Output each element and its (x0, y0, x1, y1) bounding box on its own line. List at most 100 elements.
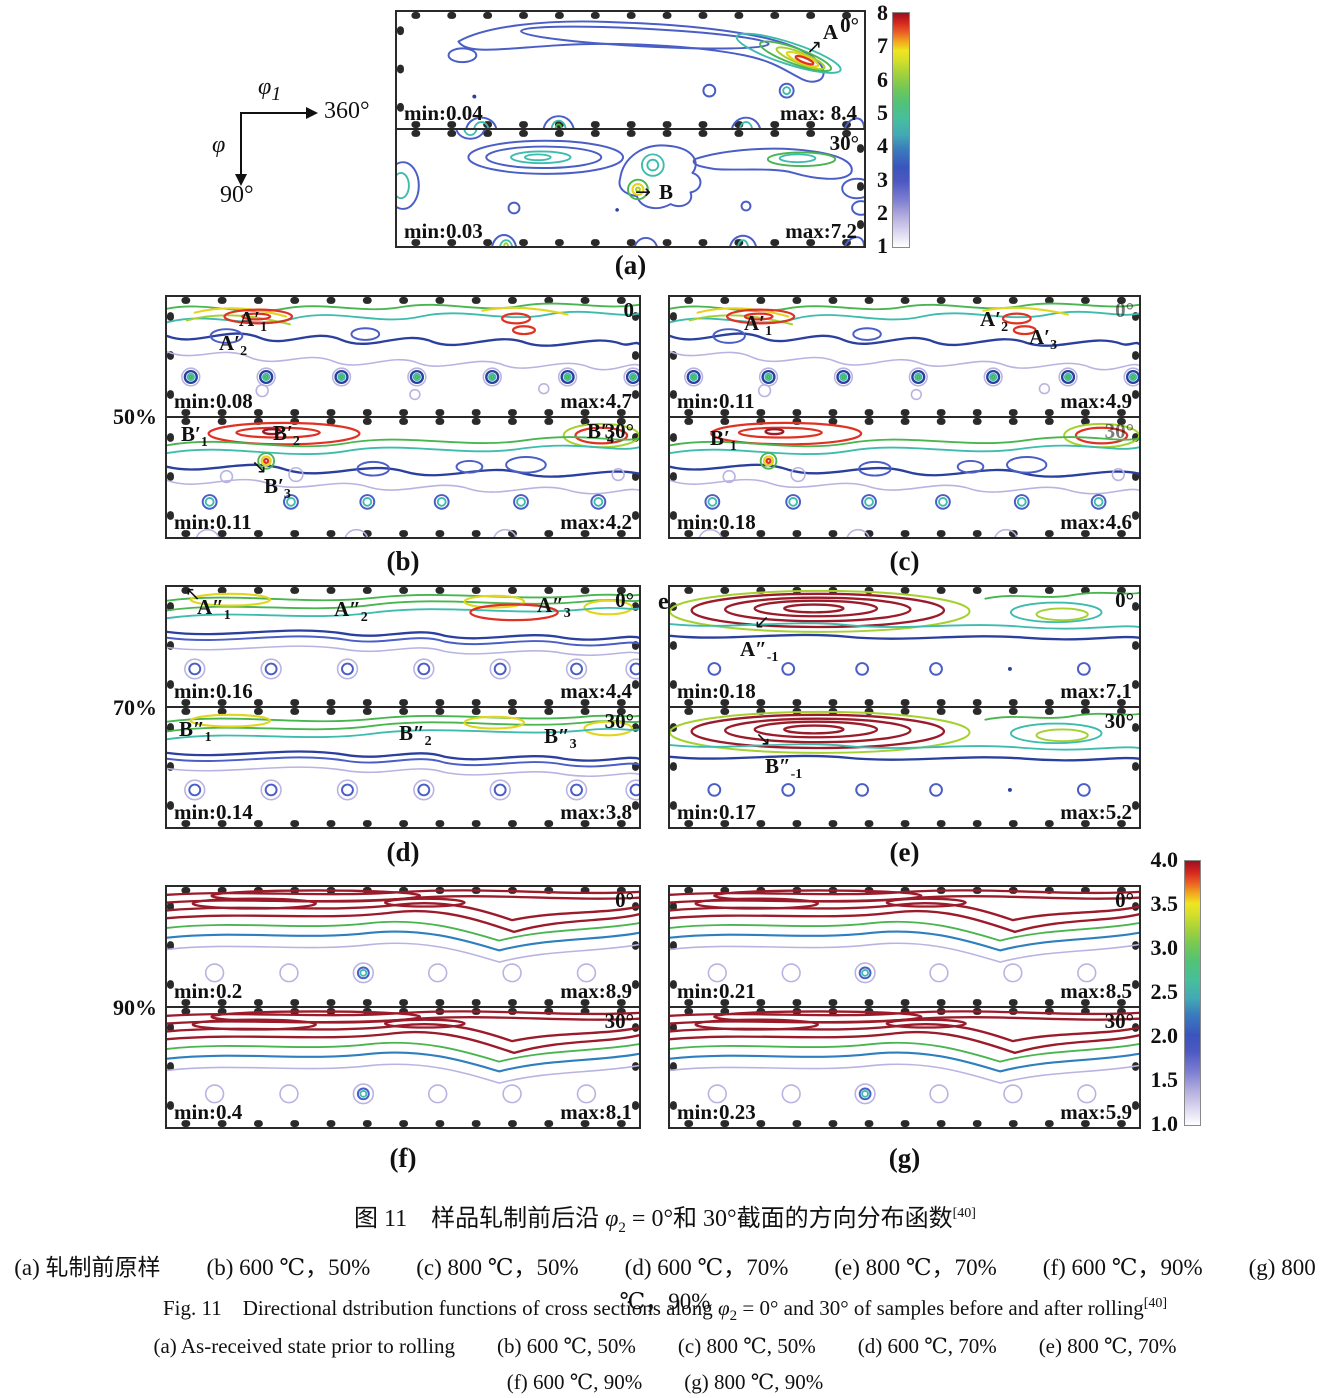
angle-label: 0° (615, 888, 634, 912)
max-label: max:8.9 (560, 979, 632, 1003)
min-label: min:0.18 (677, 679, 756, 703)
peak-label: B′4 (587, 419, 614, 448)
colorbar-tick: 3.5 (1150, 891, 1179, 916)
panel-g-30deg: 30° min:0.23 max:5.9 (670, 1008, 1139, 1127)
caption-en-items-1: (a) As-received state prior to rolling (… (153, 1334, 1177, 1358)
angle-label: 30° (604, 709, 634, 733)
panel-f-0deg: 0° min:0.2 max:8.9 (167, 887, 639, 1008)
annotation-arrow: → (635, 181, 651, 203)
row-label-90: 90% (113, 995, 157, 1020)
colorbar-bottom: 4.0 3.5 3.0 2.5 2.0 1.5 1.0 (1142, 849, 1201, 1135)
peak-label: B″2 (399, 721, 432, 750)
max-label: max:4.9 (1060, 389, 1132, 413)
colorbar-tick: 8 (877, 0, 888, 25)
peak-label: A′3 (1029, 325, 1058, 354)
panel-caption-f: (f) (389, 1143, 417, 1173)
angle-label: 0 (623, 298, 635, 322)
caption-zh-title: 图 11 样品轧制前后沿 φ2 = 0°和 30°截面的方向分布函数[40] (354, 1206, 976, 1236)
caption-zh-items: (a) 轧制前原样 (b) 600 ℃，50% (c) 800 ℃，50% (d… (14, 1255, 1316, 1314)
max-label: max:4.4 (560, 679, 632, 703)
colorbar-tick: 3 (877, 167, 888, 192)
phi-axis-arrowhead (235, 174, 247, 186)
phi1-axis-arrowhead (306, 107, 318, 119)
caption-en-items-2: (f) 600 ℃, 90% (g) 800 ℃, 90% (506, 1370, 824, 1394)
colorbar-top: 8 7 6 5 4 3 2 1 (864, 2, 912, 257)
colorbar-tick: 3.0 (1150, 935, 1179, 960)
min-label: min:0.17 (677, 800, 756, 824)
panel-g-0deg: 0° min:0.21 max:8.5 (670, 887, 1139, 1008)
phi1-axis-max: 360° (324, 98, 370, 124)
panel-c: 0° A′1 A′2 A′3 min:0.11 max:4.9 30° B′1 … (668, 295, 1141, 539)
angle-label: 0° (1115, 298, 1134, 322)
annotation-arrow: ↙ (754, 611, 770, 633)
stray-letter-e: e (658, 589, 669, 615)
angle-label: 30° (1104, 1009, 1134, 1033)
annotation-arrow: ↖ (185, 587, 201, 605)
angle-label: 0° (1115, 888, 1134, 912)
row-label-50: 50% (113, 404, 157, 429)
angle-label: 30° (829, 131, 859, 155)
panel-c-0deg: 0° A′1 A′2 A′3 min:0.11 max:4.9 (670, 297, 1139, 418)
min-label: min:0.21 (677, 979, 756, 1003)
peak-label: A′1 (239, 307, 268, 336)
peak-label: A″2 (334, 597, 368, 626)
angle-label: 30° (1104, 709, 1134, 733)
panel-a-0deg: 0° A ↗ min:0.04 max: 8.4 (397, 12, 864, 130)
angle-label: 0° (840, 13, 859, 37)
panel-b-30deg: 30° B′1 B′2 B′3 ↘ B′4 min:0.11 max:4.2 (167, 418, 639, 537)
max-label: max:8.5 (1060, 979, 1132, 1003)
colorbar-top-gradient (892, 12, 910, 248)
peak-label-A: A (822, 20, 838, 44)
panel-caption-a: (a) (614, 250, 647, 280)
phi1-axis-label: φ1 (258, 74, 282, 105)
phi-axis-max: 90° (220, 182, 254, 208)
colorbar-tick: 2.5 (1150, 979, 1179, 1004)
colorbar-tick: 4.0 (1150, 847, 1179, 872)
min-label: min:0.03 (404, 219, 483, 243)
phi1-axis-arrow-line (240, 112, 308, 114)
peak-label: A″1 (197, 595, 231, 624)
colorbar-tick: 6 (877, 67, 888, 92)
annotation-arrow: ↘ (755, 728, 771, 750)
panel-a: 0° A ↗ min:0.04 max: 8.4 30° B → min:0.0… (395, 10, 866, 248)
colorbar-bottom-gradient (1184, 860, 1201, 1126)
max-label: max:3.8 (560, 800, 632, 824)
panel-caption-b: (b) (386, 546, 420, 576)
max-label: max:8.1 (560, 1100, 632, 1124)
panel-g: 0° min:0.21 max:8.5 30° min:0.23 max:5.9 (668, 885, 1141, 1129)
angle-label: 30° (604, 419, 634, 443)
colorbar-tick: 1 (877, 233, 888, 258)
peak-label: B′1 (710, 426, 737, 455)
max-label: max:5.9 (1060, 1100, 1132, 1124)
min-label: min:0.2 (174, 979, 243, 1003)
row-label-70: 70% (113, 695, 157, 720)
panel-caption-c: (c) (889, 546, 920, 576)
panel-f: 0° min:0.2 max:8.9 30° min:0.4 max:8.1 (165, 885, 641, 1129)
colorbar-tick: 2.0 (1150, 1023, 1179, 1048)
panel-b: 0 A′1 A′2 min:0.08 max:4.7 30° B′1 B′2 B… (165, 295, 641, 539)
colorbar-tick: 7 (877, 33, 888, 58)
peak-label: A′2 (980, 307, 1009, 336)
peak-label: B′2 (273, 421, 300, 450)
max-label: max: 8.4 (780, 101, 857, 125)
contour-plot-d-0deg (167, 587, 639, 706)
peak-label: A′2 (219, 331, 248, 360)
max-label: max:4.2 (560, 510, 632, 534)
colorbar-tick: 5 (877, 100, 888, 125)
annotation-arrow: ↗ (806, 36, 822, 58)
peak-label: A″3 (537, 593, 571, 622)
peak-label: B″3 (544, 724, 577, 753)
max-label: max:4.6 (1060, 510, 1132, 534)
phi-axis-label: φ (212, 132, 226, 158)
panel-a-30deg: 30° B → min:0.03 max:7.2 (397, 130, 864, 246)
peak-label: A′1 (744, 311, 773, 340)
max-label: max:7.2 (785, 219, 857, 243)
peak-label: B′3 (264, 474, 291, 503)
panel-d: 0° ↖ A″1 A″2 A″3 min:0.16 max:4.4 30° B″… (165, 585, 641, 829)
panel-caption-e: (e) (889, 837, 920, 867)
panel-e-0deg: 0° A″-1 ↙ min:0.18 max:7.1 (670, 587, 1139, 708)
angle-label: 30° (1104, 419, 1134, 443)
max-label: max:5.2 (1060, 800, 1132, 824)
max-label: max:7.1 (1060, 679, 1132, 703)
